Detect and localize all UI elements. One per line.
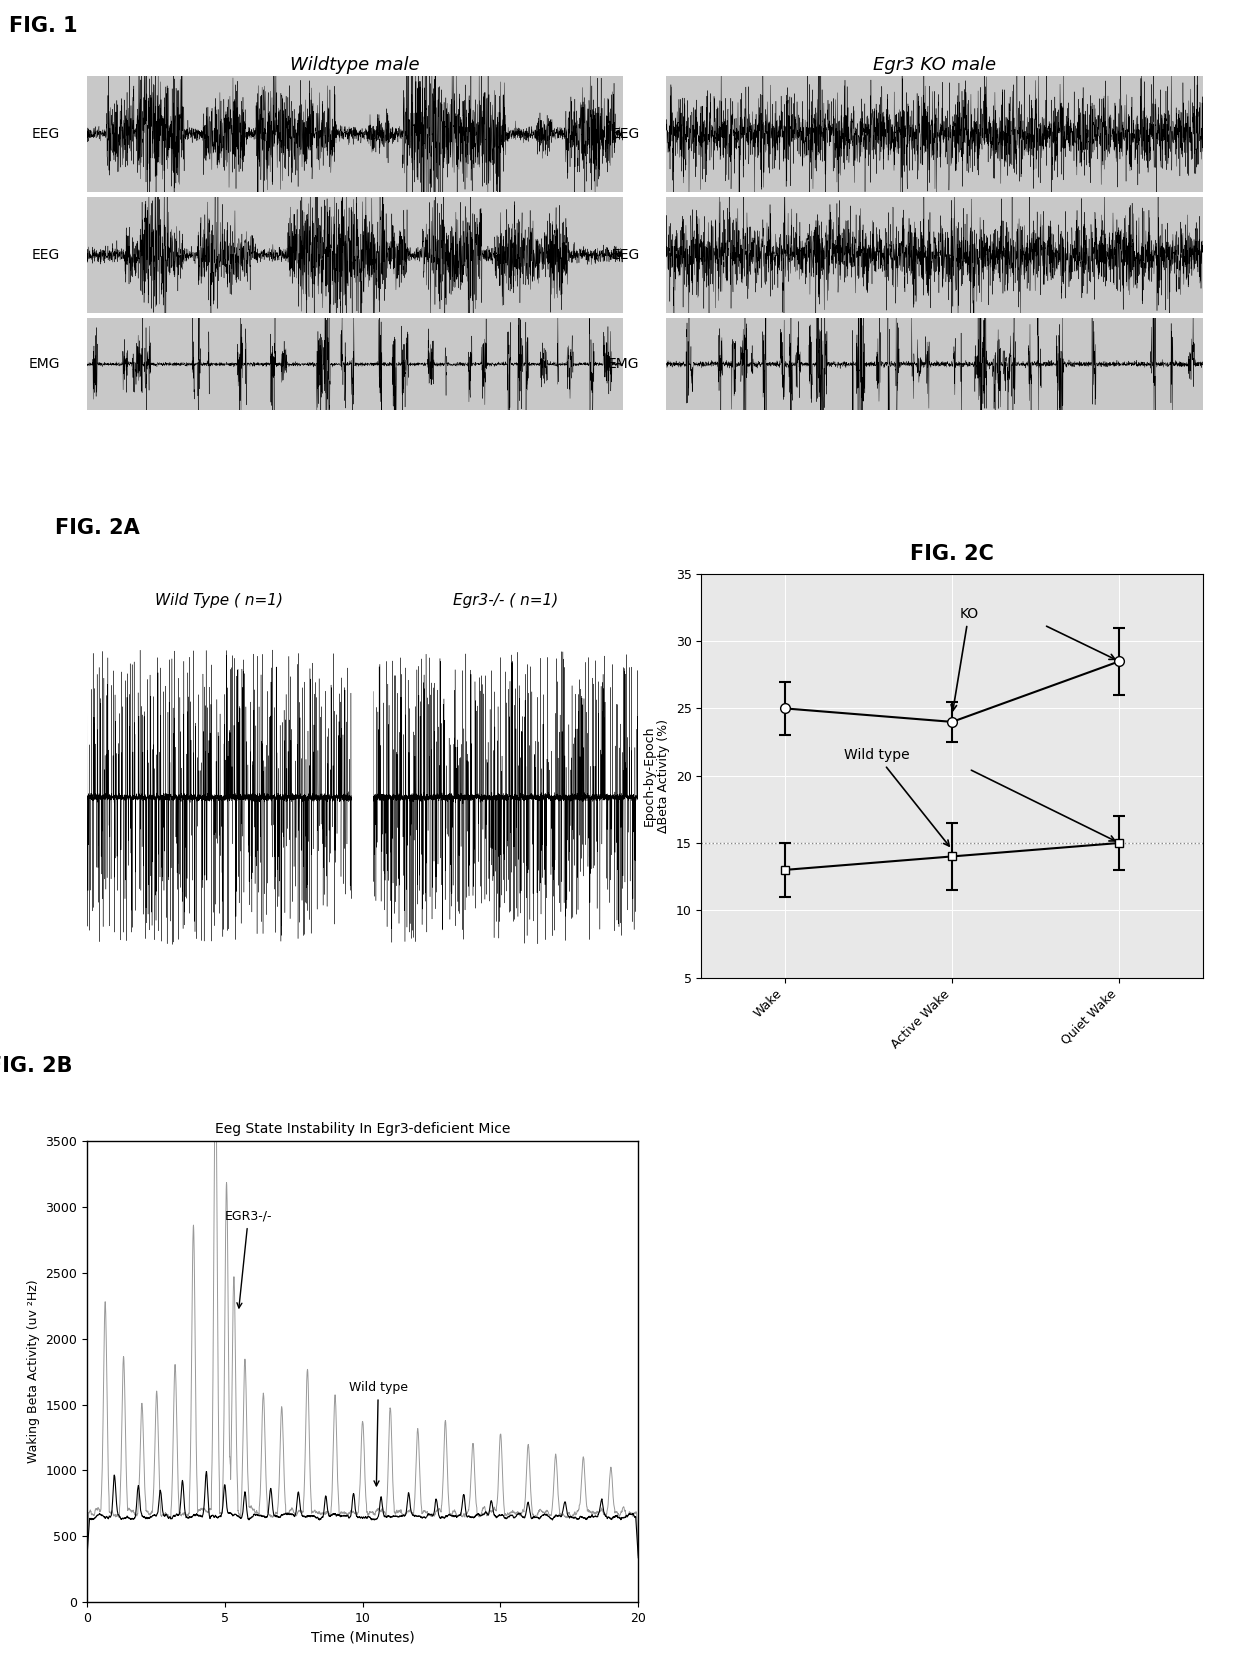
Text: EGR3-/-: EGR3-/- (224, 1210, 272, 1308)
Text: Egr3 KO male: Egr3 KO male (873, 55, 996, 73)
Text: FIG. 2A: FIG. 2A (55, 517, 140, 537)
Text: EEG: EEG (32, 249, 60, 262)
Y-axis label: Epoch-by-Epoch
ΔBeta Activity (%): Epoch-by-Epoch ΔBeta Activity (%) (642, 719, 671, 833)
Text: Wild Type ( n=1): Wild Type ( n=1) (155, 594, 284, 609)
X-axis label: Time (Minutes): Time (Minutes) (311, 1631, 414, 1644)
Text: Wild type: Wild type (844, 748, 950, 846)
Text: FIG. 1: FIG. 1 (9, 15, 77, 35)
Text: KO: KO (951, 608, 978, 711)
Title: Eeg State Instability In Egr3-deficient Mice: Eeg State Instability In Egr3-deficient … (215, 1122, 510, 1135)
Text: EEG: EEG (32, 127, 60, 140)
Text: Egr3-/- ( n=1): Egr3-/- ( n=1) (453, 594, 558, 609)
Text: FIG. 2B: FIG. 2B (0, 1056, 72, 1077)
Y-axis label: Waking Beta Activity (uv ²Hz): Waking Beta Activity (uv ²Hz) (26, 1280, 40, 1464)
Title: FIG. 2C: FIG. 2C (910, 544, 994, 564)
Text: EEG: EEG (611, 127, 640, 140)
Text: EEG: EEG (611, 249, 640, 262)
Text: Wild type: Wild type (348, 1382, 408, 1485)
Text: Wildtype male: Wildtype male (290, 55, 420, 73)
Text: EMG: EMG (608, 357, 640, 371)
Text: EMG: EMG (29, 357, 60, 371)
